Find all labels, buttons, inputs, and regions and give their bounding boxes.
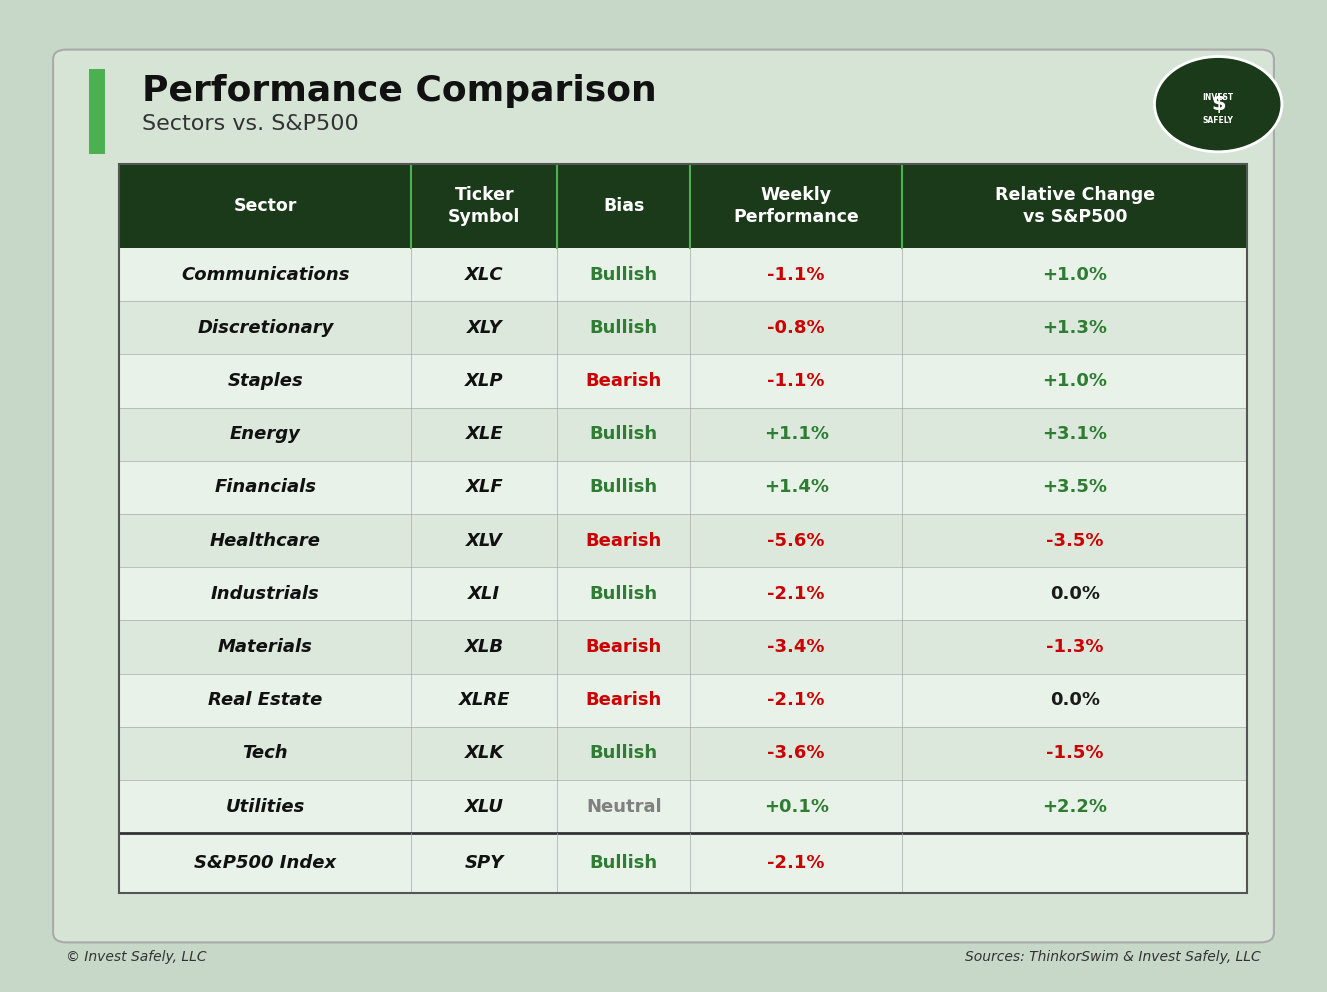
Text: -2.1%: -2.1% <box>767 854 825 872</box>
Text: Neutral: Neutral <box>587 798 661 815</box>
Text: XLP: XLP <box>464 372 504 390</box>
Text: +0.1%: +0.1% <box>764 798 828 815</box>
Text: +1.0%: +1.0% <box>1043 266 1107 284</box>
Text: -1.5%: -1.5% <box>1046 744 1104 763</box>
Text: XLE: XLE <box>466 426 503 443</box>
Text: INVEST: INVEST <box>1202 92 1234 102</box>
Text: -2.1%: -2.1% <box>767 585 825 603</box>
Text: $: $ <box>1212 94 1225 114</box>
Bar <box>119 567 1247 620</box>
Text: XLY: XLY <box>467 318 502 337</box>
Bar <box>119 408 1247 461</box>
Text: Bearish: Bearish <box>585 638 662 656</box>
Text: -5.6%: -5.6% <box>767 532 825 550</box>
Text: Materials: Materials <box>218 638 313 656</box>
Text: Financials: Financials <box>215 478 316 496</box>
Text: XLC: XLC <box>464 266 504 284</box>
Text: Bullish: Bullish <box>589 585 658 603</box>
Bar <box>119 674 1247 727</box>
Text: Bullish: Bullish <box>589 744 658 763</box>
Text: Sources: ThinkorSwim & Invest Safely, LLC: Sources: ThinkorSwim & Invest Safely, LL… <box>965 950 1261 964</box>
Text: Staples: Staples <box>227 372 304 390</box>
Text: Performance Comparison: Performance Comparison <box>142 74 657 108</box>
Text: Healthcare: Healthcare <box>210 532 321 550</box>
Bar <box>119 248 1247 302</box>
Text: Bearish: Bearish <box>585 691 662 709</box>
Text: XLF: XLF <box>466 478 503 496</box>
Text: Bullish: Bullish <box>589 478 658 496</box>
Bar <box>119 302 1247 354</box>
Text: -1.3%: -1.3% <box>1046 638 1104 656</box>
FancyBboxPatch shape <box>53 50 1274 942</box>
Text: XLB: XLB <box>464 638 504 656</box>
Text: 0.0%: 0.0% <box>1050 691 1100 709</box>
Text: XLV: XLV <box>466 532 503 550</box>
Bar <box>89 69 105 154</box>
Bar <box>119 354 1247 408</box>
Text: Sectors vs. S&P500: Sectors vs. S&P500 <box>142 114 358 134</box>
Text: +3.1%: +3.1% <box>1043 426 1107 443</box>
Text: -1.1%: -1.1% <box>767 372 825 390</box>
Text: Discretionary: Discretionary <box>198 318 333 337</box>
Text: +1.1%: +1.1% <box>764 426 828 443</box>
Text: -3.4%: -3.4% <box>767 638 825 656</box>
Text: Real Estate: Real Estate <box>208 691 322 709</box>
Text: +1.0%: +1.0% <box>1043 372 1107 390</box>
Text: +2.2%: +2.2% <box>1043 798 1107 815</box>
Bar <box>119 727 1247 780</box>
Text: XLRE: XLRE <box>459 691 510 709</box>
Text: XLK: XLK <box>464 744 504 763</box>
Text: Sector: Sector <box>234 196 297 215</box>
Text: Bearish: Bearish <box>585 532 662 550</box>
Circle shape <box>1154 57 1282 152</box>
Text: SPY: SPY <box>464 854 504 872</box>
Text: -1.1%: -1.1% <box>767 266 825 284</box>
Bar <box>119 780 1247 833</box>
Bar <box>119 833 1247 893</box>
Text: -0.8%: -0.8% <box>767 318 825 337</box>
Text: -2.1%: -2.1% <box>767 691 825 709</box>
Text: Bullish: Bullish <box>589 426 658 443</box>
Text: +1.4%: +1.4% <box>764 478 828 496</box>
Text: XLI: XLI <box>468 585 500 603</box>
Text: 0.0%: 0.0% <box>1050 585 1100 603</box>
Text: Tech: Tech <box>243 744 288 763</box>
Text: Bullish: Bullish <box>589 318 658 337</box>
Text: -3.6%: -3.6% <box>767 744 825 763</box>
Text: -3.5%: -3.5% <box>1046 532 1104 550</box>
Text: Bias: Bias <box>602 196 645 215</box>
Bar <box>119 461 1247 514</box>
Bar <box>119 164 1247 893</box>
Bar <box>119 514 1247 567</box>
Text: Ticker
Symbol: Ticker Symbol <box>449 186 520 226</box>
Text: XLU: XLU <box>464 798 504 815</box>
Text: S&P500 Index: S&P500 Index <box>194 854 337 872</box>
Text: Utilities: Utilities <box>226 798 305 815</box>
Text: Energy: Energy <box>230 426 301 443</box>
Text: Weekly
Performance: Weekly Performance <box>734 186 859 226</box>
Bar <box>119 164 1247 248</box>
Bar <box>119 620 1247 674</box>
Text: +3.5%: +3.5% <box>1043 478 1107 496</box>
Text: Bearish: Bearish <box>585 372 662 390</box>
Text: SAFELY: SAFELY <box>1202 115 1234 125</box>
Text: © Invest Safely, LLC: © Invest Safely, LLC <box>66 950 207 964</box>
Text: Communications: Communications <box>182 266 349 284</box>
Text: Bullish: Bullish <box>589 854 658 872</box>
Text: +1.3%: +1.3% <box>1043 318 1107 337</box>
Text: Industrials: Industrials <box>211 585 320 603</box>
Text: Relative Change
vs S&P500: Relative Change vs S&P500 <box>995 186 1154 226</box>
Text: Bullish: Bullish <box>589 266 658 284</box>
